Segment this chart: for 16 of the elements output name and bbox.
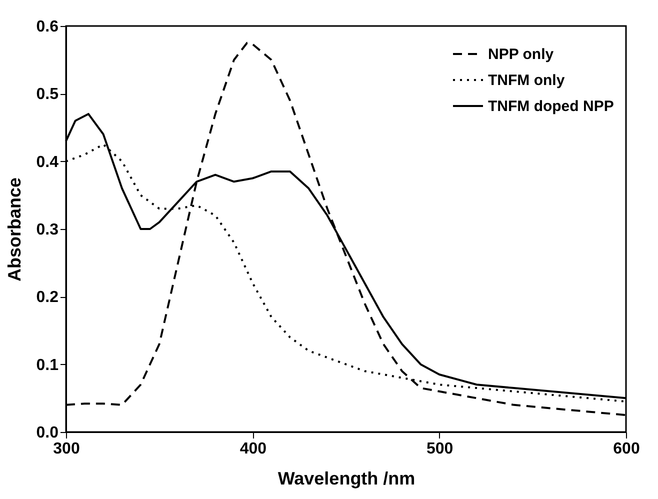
legend-label: TNFM doped NPP — [488, 98, 614, 115]
y-tick-label: 0.2 — [36, 289, 59, 306]
x-tick-label: 300 — [53, 440, 80, 458]
y-tick-label: 0.5 — [36, 86, 59, 104]
x-tick-label: 500 — [426, 440, 454, 458]
legend-label: NPP only — [488, 46, 554, 63]
y-tick-label: 0.4 — [36, 154, 59, 171]
y-tick-label: 0.3 — [36, 222, 59, 238]
y-tick-label: 0.0 — [36, 424, 59, 442]
y-tick-label: 0.1 — [36, 356, 59, 374]
legend-label: TNFM only — [488, 72, 566, 89]
y-axis-title: Absorbance — [4, 177, 24, 282]
x-tick-label: 400 — [240, 440, 267, 458]
x-axis-title: Wavelength /nm — [278, 468, 416, 488]
y-tick-label: 0.6 — [36, 18, 59, 36]
x-tick-label: 600 — [613, 440, 640, 458]
